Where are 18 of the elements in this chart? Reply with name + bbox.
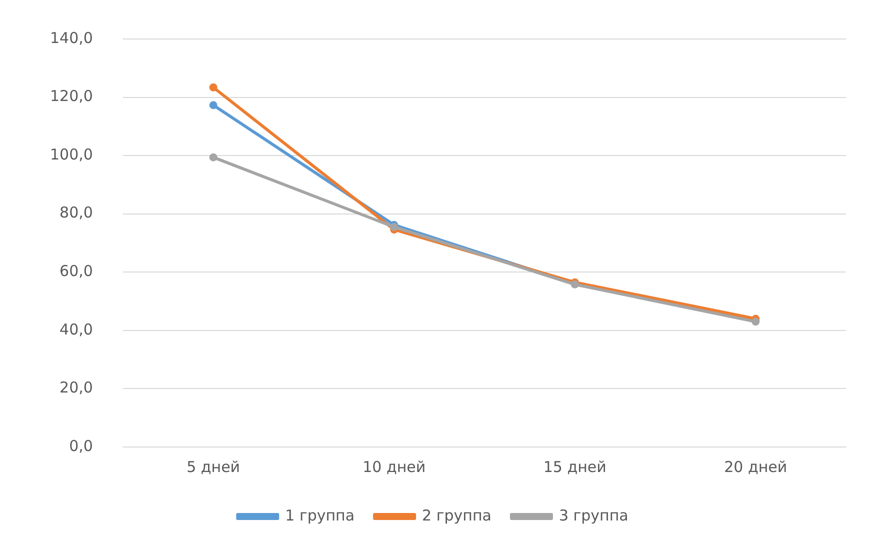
x-tick-label: 15 дней: [543, 458, 606, 476]
point: [209, 153, 218, 162]
y-tick-label: 0,0: [69, 436, 93, 455]
x-tick-label: 20 дней: [724, 458, 788, 476]
x-tick-label: 10 дней: [362, 458, 426, 476]
legend-label: 2 группа: [422, 506, 492, 524]
y-tick-label: 60,0: [60, 262, 93, 280]
y-tick-label: 20,0: [60, 378, 93, 397]
y-tick-label: 100,0: [50, 145, 93, 164]
y-tick-label: 40,0: [60, 320, 93, 338]
y-tick-label: 120,0: [50, 87, 93, 106]
x-tick-label: 5 дней: [186, 458, 240, 476]
y-tick-label: 140,0: [50, 28, 93, 47]
legend-label: 3 группа: [558, 506, 628, 524]
y-tick-label: 80,0: [60, 204, 93, 222]
point: [209, 83, 218, 92]
legend-label: 1 группа: [285, 506, 355, 524]
point: [209, 101, 218, 110]
